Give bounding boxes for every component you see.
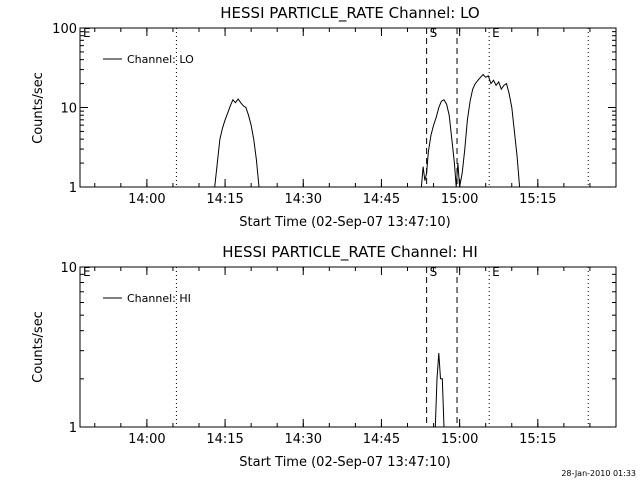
x-tick-label: 14:30 [285, 432, 322, 447]
event-marker-label: S [430, 26, 438, 40]
y-tick-label: 1 [69, 181, 77, 196]
chart-title: HESSI PARTICLE_RATE Channel: HI [222, 243, 478, 262]
event-marker-label: E [492, 26, 500, 40]
legend: Channel: HI [103, 292, 191, 305]
x-tick-label: 14:45 [363, 432, 400, 447]
event-marker-label: E [83, 265, 91, 279]
x-tick-label: 14:15 [206, 192, 243, 207]
x-tick-label: 15:00 [441, 432, 478, 447]
x-tick-label: 14:00 [128, 432, 165, 447]
plot-frame [79, 27, 617, 188]
y-tick-label: 10 [60, 102, 77, 117]
x-tick-label: 14:00 [128, 192, 165, 207]
legend-entry: Channel: HI [127, 292, 191, 305]
y-axis-label: Counts/sec [31, 311, 46, 383]
hi-channel-panel: HESSI PARTICLE_RATE Channel: HI Counts/s… [31, 243, 617, 470]
series-line [420, 73, 521, 188]
x-tick-label: 14:30 [285, 192, 322, 207]
x-tick-label: 14:45 [363, 192, 400, 207]
event-marker-label: S [430, 265, 438, 279]
x-axis-label: Start Time (02-Sep-07 13:47:10) [239, 215, 450, 230]
x-tick-label: 14:15 [206, 432, 243, 447]
lo-channel-panel: HESSI PARTICLE_RATE Channel: LO Counts/s… [31, 4, 617, 230]
event-marker-label: E [492, 265, 500, 279]
chart-title: HESSI PARTICLE_RATE Channel: LO [220, 4, 479, 23]
footer-timestamp: 28-Jan-2010 01:33 [561, 469, 636, 478]
legend-entry: Channel: LO [127, 53, 194, 66]
y-tick-label: 100 [52, 22, 77, 37]
legend: Channel: LO [103, 53, 194, 66]
event-marker-label: E [83, 26, 91, 40]
x-tick-label: 15:15 [519, 192, 556, 207]
x-tick-label: 15:15 [519, 432, 556, 447]
x-tick-label: 15:00 [441, 192, 478, 207]
y-tick-label: 10 [60, 261, 77, 276]
y-tick-label: 1 [69, 421, 77, 436]
series-line [214, 98, 260, 188]
x-axis-label: Start Time (02-Sep-07 13:47:10) [239, 455, 450, 470]
plot-frame [79, 266, 617, 428]
series-line [434, 352, 445, 428]
y-axis-label: Counts/sec [31, 72, 46, 144]
